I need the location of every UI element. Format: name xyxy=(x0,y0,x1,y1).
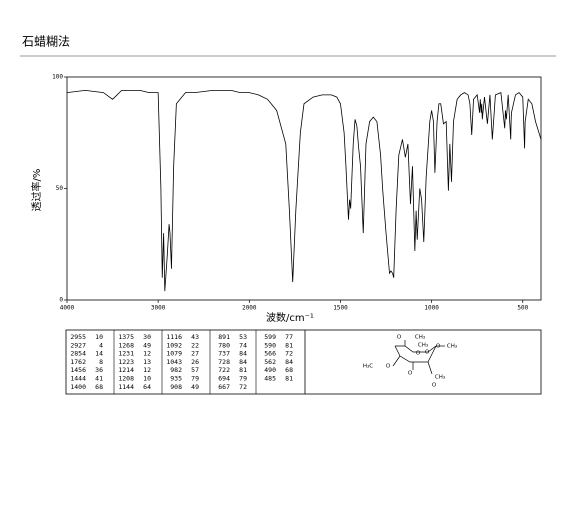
wavenumber: 562 xyxy=(264,358,276,366)
transmittance: 68 xyxy=(95,383,103,391)
transmittance: 53 xyxy=(239,333,247,341)
wavenumber: 722 xyxy=(218,366,230,374)
wavenumber: 694 xyxy=(218,375,230,383)
transmittance: 81 xyxy=(285,375,293,383)
transmittance: 84 xyxy=(239,358,247,366)
x-tick-label: 4000 xyxy=(60,305,75,312)
x-tick-label: 500 xyxy=(517,305,528,312)
structure-label: O xyxy=(386,364,391,370)
transmittance: 84 xyxy=(239,350,247,358)
transmittance: 68 xyxy=(285,366,293,374)
transmittance: 49 xyxy=(191,383,199,391)
y-tick-label: 0 xyxy=(59,297,63,304)
x-tick-label: 2000 xyxy=(242,305,257,312)
page-title: 石蜡糊法 xyxy=(22,34,70,49)
wavenumber: 1444 xyxy=(70,375,86,383)
wavenumber: 908 xyxy=(170,383,182,391)
structure-label: CH₃ xyxy=(415,335,425,341)
structure-label: O xyxy=(425,350,430,356)
wavenumber: 2854 xyxy=(70,350,86,358)
wavenumber: 490 xyxy=(264,366,276,374)
structure-drawing xyxy=(392,340,445,375)
wavenumber: 728 xyxy=(218,358,230,366)
wavenumber: 1268 xyxy=(118,341,134,349)
wavenumber: 2955 xyxy=(70,333,86,341)
transmittance: 49 xyxy=(143,341,151,349)
wavenumber: 737 xyxy=(218,350,230,358)
transmittance: 41 xyxy=(95,375,103,383)
transmittance: 26 xyxy=(191,358,199,366)
transmittance: 8 xyxy=(99,358,103,366)
structure-label: H₃C xyxy=(363,364,373,370)
structure-label: O xyxy=(416,351,421,357)
wavenumber: 891 xyxy=(218,333,230,341)
transmittance: 12 xyxy=(143,350,151,358)
x-tick-label: 1000 xyxy=(424,305,439,312)
structure-label: O xyxy=(432,383,437,389)
x-tick-label: 1500 xyxy=(333,305,348,312)
x-tick-label: 3000 xyxy=(151,305,166,312)
transmittance: 12 xyxy=(143,366,151,374)
wavenumber: 1375 xyxy=(118,333,134,341)
structure-label: O xyxy=(436,344,441,350)
wavenumber: 1208 xyxy=(118,375,134,383)
wavenumber: 1762 xyxy=(70,358,86,366)
wavenumber: 566 xyxy=(264,350,276,358)
spectrum-line xyxy=(66,89,542,292)
wavenumber: 1223 xyxy=(118,358,134,366)
transmittance: 74 xyxy=(239,341,247,349)
structure-label: CH₃ xyxy=(435,375,445,381)
wavenumber: 1092 xyxy=(166,341,182,349)
wavenumber: 1116 xyxy=(166,333,182,341)
wavenumber: 590 xyxy=(264,341,276,349)
transmittance: 14 xyxy=(95,350,103,358)
transmittance: 81 xyxy=(285,341,293,349)
transmittance: 4 xyxy=(99,341,103,349)
structure-label: O xyxy=(408,371,413,377)
wavenumber: 780 xyxy=(218,341,230,349)
transmittance: 13 xyxy=(143,358,151,366)
transmittance: 30 xyxy=(143,333,151,341)
wavenumber: 935 xyxy=(170,375,182,383)
structure-label: CH₃ xyxy=(418,343,428,349)
y-axis-label: 透过率/% xyxy=(30,169,43,212)
transmittance: 22 xyxy=(191,341,199,349)
transmittance: 43 xyxy=(191,333,199,341)
transmittance: 72 xyxy=(239,383,247,391)
structure-label: O xyxy=(397,335,402,341)
transmittance: 27 xyxy=(191,350,199,358)
transmittance: 64 xyxy=(143,383,151,391)
transmittance: 84 xyxy=(285,358,293,366)
transmittance: 79 xyxy=(239,375,247,383)
transmittance: 10 xyxy=(143,375,151,383)
transmittance: 10 xyxy=(95,333,103,341)
wavenumber: 1144 xyxy=(118,383,134,391)
wavenumber: 599 xyxy=(264,333,276,341)
structure-label: CH₃ xyxy=(447,344,457,350)
table-frame xyxy=(65,329,542,395)
wavenumber: 1231 xyxy=(118,350,134,358)
wavenumber: 485 xyxy=(264,375,276,383)
wavenumber: 1043 xyxy=(166,358,182,366)
transmittance: 36 xyxy=(95,366,103,374)
x-axis-label: 波数/cm⁻¹ xyxy=(266,311,314,324)
wavenumber: 2927 xyxy=(70,341,86,349)
y-tick-label: 50 xyxy=(56,185,64,192)
transmittance: 77 xyxy=(285,333,293,341)
transmittance: 81 xyxy=(239,366,247,374)
transmittance: 57 xyxy=(191,366,199,374)
wavenumber: 1456 xyxy=(70,366,86,374)
wavenumber: 1079 xyxy=(166,350,182,358)
wavenumber: 982 xyxy=(170,366,182,374)
transmittance: 72 xyxy=(285,350,293,358)
y-tick-label: 100 xyxy=(52,74,63,81)
wavenumber: 1400 xyxy=(70,383,86,391)
wavenumber: 1214 xyxy=(118,366,134,374)
transmittance: 79 xyxy=(191,375,199,383)
wavenumber: 667 xyxy=(218,383,230,391)
